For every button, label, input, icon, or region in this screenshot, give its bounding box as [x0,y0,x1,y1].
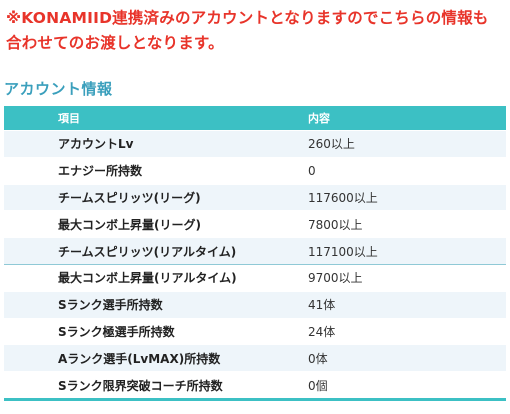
table-row: Aランク選手(LvMAX)所持数 0体 [4,344,506,372]
row-value: 0 [308,163,316,178]
row-item: Sランク限界突破コーチ所持数 [58,378,223,393]
row-item: チームスピリッツ(リアルタイム) [58,244,237,259]
row-item: 最大コンボ上昇量(リアルタイム) [58,271,237,286]
table-row: 最大コンボ上昇量(リアルタイム) 9700以上 [4,263,506,291]
table-row: 最大コンボ上昇量(リーグ) 7800以上 [4,210,506,238]
table-row: チームスピリッツ(リーグ) 117600以上 [4,183,506,211]
row-value: 9700以上 [308,271,363,286]
row-value: 0個 [308,378,328,393]
table-row: Sランク限界突破コーチ所持数 0個 [4,371,506,398]
table-row: Sランク選手所持数 41体 [4,290,506,318]
row-item: 最大コンボ上昇量(リーグ) [58,217,201,232]
table-row: エナジー所持数 0 [4,156,506,184]
row-item: アカウントLv [58,137,134,152]
account-info-table: 項目 内容 アカウントLv 260以上 エナジー所持数 0 チームスピリッツ(リ… [4,106,506,401]
section-title: アカウント情報 [4,80,113,98]
notice-line-1: ※KONAMIID連携済みのアカウントとなりますのでこちらの情報も [6,9,489,27]
table-header: 項目 内容 [4,106,506,130]
row-item: Sランク極選手所持数 [58,324,175,339]
notice-text: ※KONAMIID連携済みのアカウントとなりますのでこちらの情報も 合わせてのお… [6,6,506,56]
row-value: 24体 [308,324,336,339]
row-value: 260以上 [308,137,355,152]
row-value: 41体 [308,298,336,313]
row-value: 0体 [308,351,328,366]
header-item: 項目 [58,112,80,125]
row-value: 117100以上 [308,244,378,259]
table-row: チームスピリッツ(リアルタイム) 117100以上 [4,237,506,264]
row-value: 7800以上 [308,217,363,232]
notice-line-2: 合わせてのお渡しとなります。 [6,34,224,52]
table-body: アカウントLv 260以上 エナジー所持数 0 チームスピリッツ(リーグ) 11… [4,130,506,398]
row-item: エナジー所持数 [58,164,143,179]
header-content: 内容 [308,112,330,125]
row-value: 117600以上 [308,190,378,205]
row-item: チームスピリッツ(リーグ) [58,190,201,205]
row-item: Sランク選手所持数 [58,298,163,313]
table-row: Sランク極選手所持数 24体 [4,317,506,345]
table-row: アカウントLv 260以上 [4,130,506,157]
row-item: Aランク選手(LvMAX)所持数 [58,351,221,366]
